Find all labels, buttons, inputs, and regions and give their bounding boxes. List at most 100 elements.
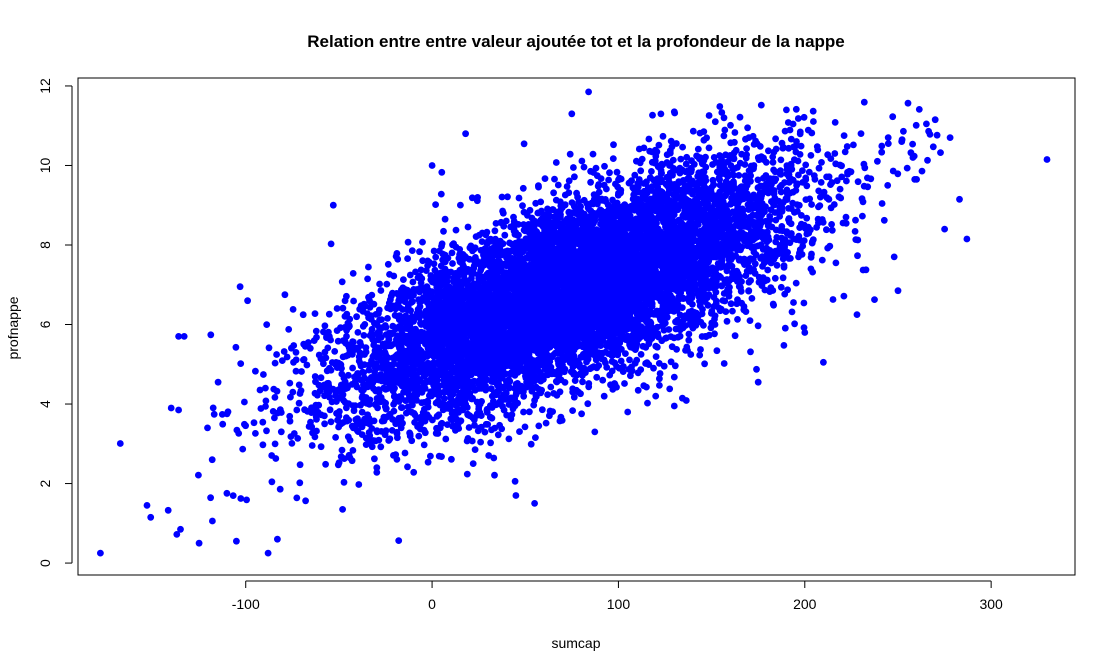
data-point — [861, 164, 869, 172]
data-point — [293, 494, 301, 502]
data-point — [813, 223, 820, 231]
data-point — [547, 383, 555, 391]
data-point — [371, 455, 378, 463]
data-point — [349, 364, 356, 372]
data-point — [349, 270, 357, 277]
data-point — [587, 178, 594, 186]
data-point — [377, 443, 385, 451]
data-point — [502, 217, 510, 225]
data-point — [442, 435, 450, 443]
data-point — [694, 145, 702, 153]
data-point — [373, 464, 381, 472]
data-point — [679, 143, 686, 151]
data-point — [232, 343, 240, 351]
data-point — [769, 300, 777, 308]
data-point — [289, 306, 297, 313]
data-point — [551, 175, 558, 183]
data-point — [757, 101, 765, 109]
data-point — [550, 189, 557, 197]
data-point — [735, 172, 743, 179]
data-point — [851, 228, 859, 235]
data-point — [734, 164, 741, 171]
data-point — [381, 322, 389, 329]
data-point — [526, 206, 534, 214]
data-point — [595, 188, 603, 196]
data-point — [764, 266, 772, 274]
data-point — [809, 107, 817, 115]
data-point — [237, 495, 245, 502]
data-point — [831, 150, 839, 157]
data-point — [713, 282, 720, 290]
data-point — [693, 198, 701, 206]
data-point — [286, 412, 294, 420]
data-point — [375, 306, 383, 314]
data-point — [813, 143, 821, 151]
data-point — [292, 349, 300, 356]
data-point — [494, 431, 502, 439]
data-point — [815, 164, 823, 172]
data-point — [289, 388, 297, 396]
data-point — [400, 276, 407, 283]
data-point — [452, 226, 460, 234]
data-point — [584, 400, 592, 408]
data-point — [615, 364, 623, 372]
data-point — [646, 147, 654, 155]
data-point — [326, 364, 333, 372]
data-point — [842, 213, 850, 221]
data-point — [609, 155, 617, 163]
data-point — [578, 157, 586, 165]
data-point — [375, 436, 383, 444]
data-point — [571, 377, 579, 384]
data-point — [404, 255, 411, 262]
data-point — [689, 127, 697, 135]
data-point — [390, 452, 397, 459]
data-point — [829, 296, 837, 303]
data-point — [713, 347, 721, 355]
data-point — [593, 373, 601, 381]
data-point — [599, 376, 607, 384]
data-point — [637, 167, 645, 175]
data-point — [648, 168, 655, 175]
data-point — [592, 164, 600, 172]
data-point — [828, 221, 835, 228]
data-point — [229, 492, 237, 499]
data-point — [209, 517, 216, 525]
data-point — [294, 435, 302, 442]
data-point — [933, 131, 941, 139]
data-point — [843, 177, 850, 185]
data-point — [440, 227, 447, 235]
data-point — [283, 353, 291, 361]
data-point — [410, 468, 418, 476]
data-point — [542, 419, 550, 427]
data-point — [457, 417, 465, 425]
data-point — [210, 410, 218, 418]
data-point — [840, 132, 848, 140]
data-point — [427, 452, 434, 460]
data-point — [634, 386, 642, 394]
y-axis-label: profnappe — [5, 296, 21, 359]
data-point — [650, 364, 657, 372]
data-point — [511, 477, 519, 485]
data-point — [800, 113, 808, 121]
data-point — [269, 408, 277, 415]
data-point — [554, 181, 562, 189]
data-point — [293, 406, 301, 414]
data-point — [773, 261, 781, 269]
data-point — [792, 105, 800, 113]
data-point — [794, 208, 801, 215]
data-point — [656, 370, 664, 377]
data-point — [409, 278, 417, 286]
data-point — [909, 140, 916, 148]
data-point — [720, 132, 728, 140]
data-point — [573, 189, 580, 197]
data-point — [736, 113, 744, 121]
data-point — [880, 216, 888, 224]
data-point — [276, 485, 284, 493]
data-point — [569, 407, 576, 414]
data-point — [164, 506, 172, 514]
data-point — [777, 283, 785, 291]
data-point — [260, 371, 267, 378]
data-point — [295, 399, 303, 407]
